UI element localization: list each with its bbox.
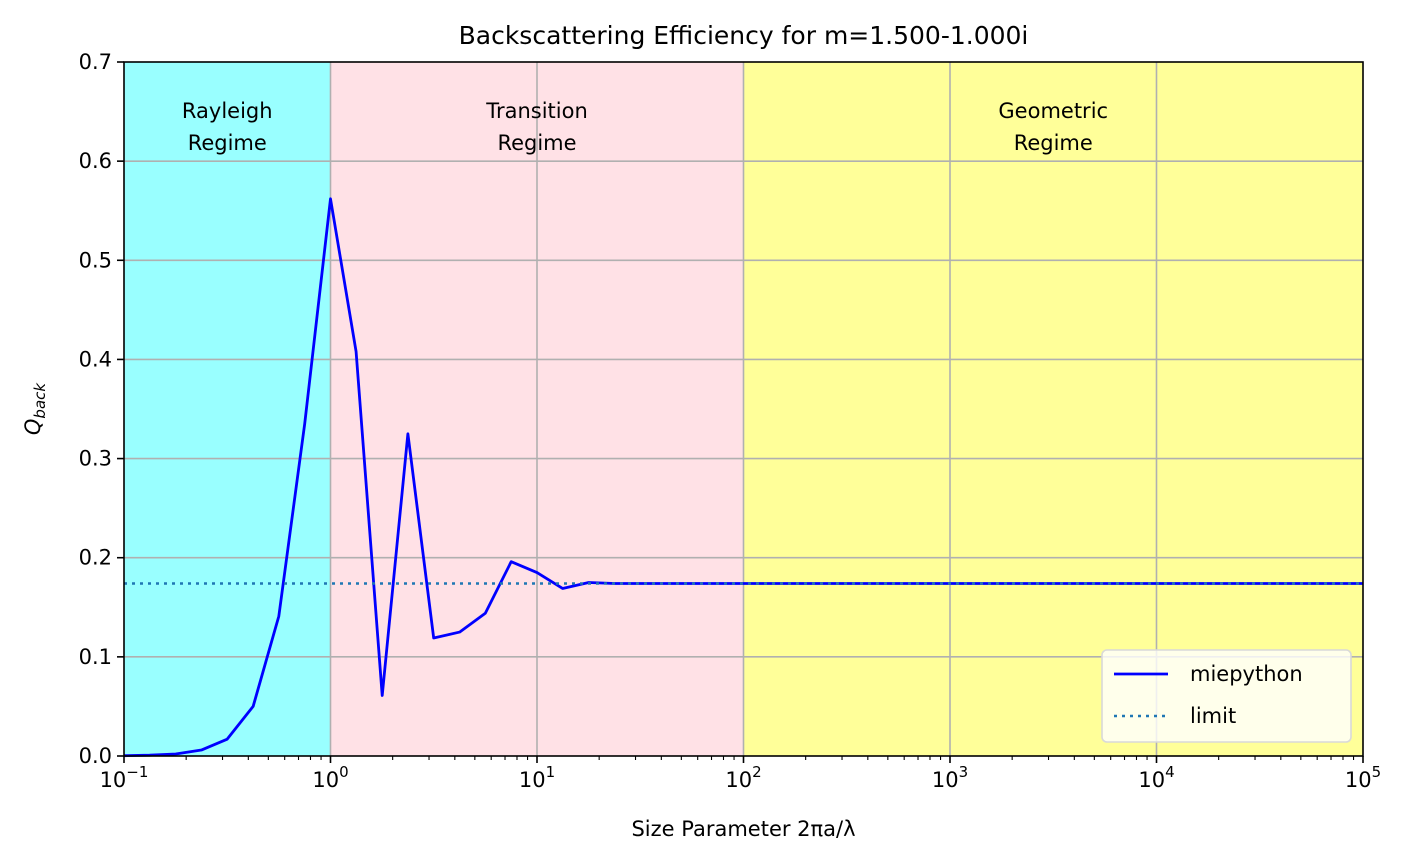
x-tick-exp-3: 2 — [752, 763, 762, 781]
x-axis-ticks: 10−1 100 101 102 103 104 105 — [100, 756, 1381, 792]
y-axis-label-sub: back — [31, 382, 49, 419]
x-tick-label-2: 101 — [519, 763, 555, 792]
x-tick-base-0: 10 — [100, 768, 127, 792]
legend: miepython limit — [1101, 649, 1352, 743]
region-label-0-line-1: Regime — [188, 131, 267, 155]
x-tick-exp-2: 1 — [546, 763, 556, 781]
y-tick-label-7: 0.7 — [79, 50, 112, 74]
y-axis-label-main: Q — [21, 419, 45, 436]
y-tick-label-0: 0.0 — [79, 744, 112, 768]
x-tick-base-4: 10 — [932, 768, 959, 792]
x-tick-exp-4: 3 — [959, 763, 969, 781]
x-tick-label-5: 104 — [1138, 763, 1174, 792]
x-tick-exp-6: 5 — [1372, 763, 1382, 781]
y-tick-label-5: 0.5 — [79, 248, 112, 272]
x-tick-label-6: 105 — [1345, 763, 1381, 792]
x-tick-base-1: 10 — [312, 768, 339, 792]
region-label-0-line-0: Rayleigh — [182, 99, 273, 123]
y-tick-label-3: 0.3 — [79, 447, 112, 471]
series-lines — [123, 197, 1363, 758]
x-tick-label-1: 100 — [312, 763, 348, 792]
chart-title: Backscattering Efficiency for m=1.500-1.… — [459, 21, 1029, 50]
region-label-2: Geometric Regime — [998, 99, 1108, 155]
x-tick-exp-0: −1 — [126, 763, 148, 781]
legend-label-limit: limit — [1190, 704, 1236, 728]
x-tick-label-0: 10−1 — [100, 763, 149, 792]
series-line-miepython — [123, 197, 1363, 758]
regime-labels: Rayleigh Regime Transition Regime Geometric R… — [182, 99, 1108, 155]
y-axis-ticks: 0.0 0.1 0.2 0.3 0.4 0.5 0.6 0.7 — [79, 50, 124, 768]
x-tick-base-6: 10 — [1345, 768, 1372, 792]
region-band-0 — [124, 62, 331, 756]
y-tick-label-2: 0.2 — [79, 546, 112, 570]
x-tick-label-3: 102 — [725, 763, 761, 792]
region-label-1-line-1: Regime — [497, 131, 576, 155]
region-label-2-line-0: Geometric — [998, 99, 1108, 123]
region-band-2 — [743, 62, 1363, 756]
x-tick-base-3: 10 — [725, 768, 752, 792]
region-label-2-line-1: Regime — [1014, 131, 1093, 155]
grid-lines — [124, 62, 1363, 756]
x-tick-label-4: 103 — [932, 763, 968, 792]
y-tick-label-1: 0.1 — [79, 645, 112, 669]
x-tick-base-5: 10 — [1138, 768, 1165, 792]
x-tick-base-2: 10 — [519, 768, 546, 792]
legend-label-miepython: miepython — [1190, 662, 1303, 686]
y-tick-label-4: 0.4 — [79, 347, 112, 371]
region-label-0: Rayleigh Regime — [182, 99, 273, 155]
x-axis-label: Size Parameter 2πa/λ — [631, 817, 855, 841]
y-tick-label-6: 0.6 — [79, 149, 112, 173]
region-label-1-line-0: Transition — [485, 99, 588, 123]
region-label-1: Transition Regime — [485, 99, 588, 155]
y-axis-label: Qback — [21, 382, 49, 435]
x-tick-exp-1: 0 — [339, 763, 349, 781]
x-tick-exp-5: 4 — [1165, 763, 1175, 781]
